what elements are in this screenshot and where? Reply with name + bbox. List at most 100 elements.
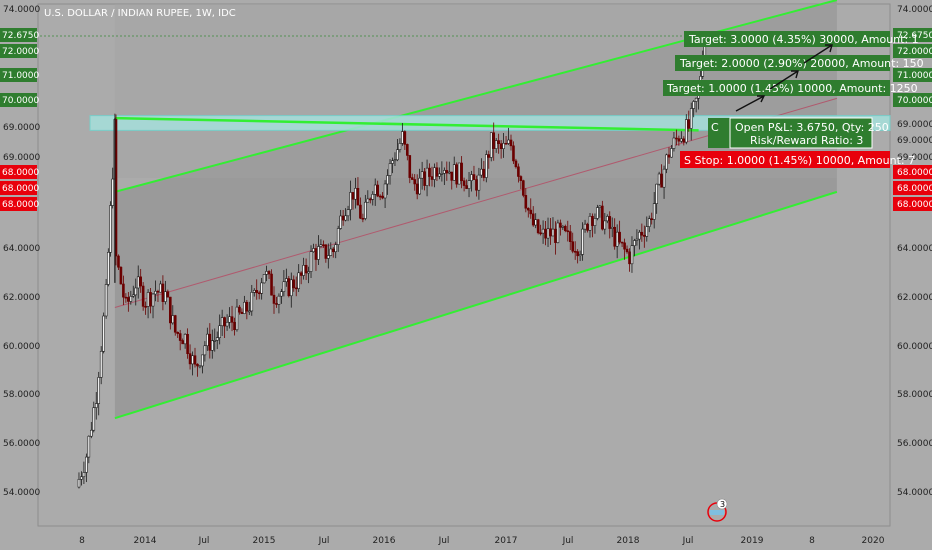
- candle: [556, 219, 560, 244]
- candle: [354, 177, 357, 209]
- candle: [109, 201, 112, 257]
- channel-lower-line[interactable]: [114, 190, 838, 420]
- candle: [670, 145, 673, 158]
- candle: [601, 200, 604, 231]
- svg-text:68.0000: 68.0000: [897, 200, 932, 210]
- svg-text:68.0000: 68.0000: [2, 168, 39, 178]
- candle: [314, 243, 318, 271]
- candle: [117, 254, 120, 270]
- candle: [430, 166, 434, 187]
- position-prefix: C: [711, 121, 719, 134]
- svg-text:72.0000: 72.0000: [897, 47, 932, 57]
- y-tick-left: 69.0000: [3, 153, 40, 163]
- x-tick: 2019: [741, 536, 764, 546]
- candle: [282, 270, 286, 297]
- alert-badge-count: 3: [720, 500, 725, 509]
- candle: [610, 217, 614, 238]
- candle: [151, 292, 155, 319]
- candle: [156, 289, 160, 302]
- candle: [220, 309, 224, 336]
- candle: [598, 204, 602, 218]
- stop-label[interactable]: S Stop: 1.0000 (1.45%) 10000, Amount: 7: [680, 151, 915, 168]
- candle: [159, 280, 162, 293]
- candle: [388, 159, 392, 185]
- candle: [640, 223, 644, 242]
- candle: [445, 161, 449, 181]
- candle: [512, 141, 515, 164]
- alert-badge-icon[interactable]: 3: [707, 498, 728, 522]
- candle: [605, 214, 609, 224]
- candle: [529, 198, 533, 219]
- y-axis-left[interactable]: 74.0000 69.0000 69.0000 64.0000 62.0000 60.00…: [3, 5, 40, 498]
- candle: [443, 167, 446, 186]
- svg-text:69.0000: 69.0000: [897, 153, 932, 163]
- candle: [129, 290, 133, 305]
- candle: [487, 150, 491, 169]
- candle: [307, 266, 310, 284]
- candle: [240, 308, 244, 314]
- candle: [302, 257, 305, 280]
- y-tick-left: 60.0000: [3, 342, 40, 352]
- candle: [376, 180, 379, 198]
- candle: [208, 323, 212, 359]
- candle: [576, 249, 579, 264]
- candle: [675, 129, 678, 146]
- candle: [225, 314, 229, 331]
- candle: [329, 242, 333, 257]
- candle: [692, 100, 695, 118]
- candle: [485, 150, 488, 183]
- candle: [447, 161, 451, 175]
- svg-text:71.0000: 71.0000: [897, 71, 932, 81]
- x-tick: 8: [79, 536, 85, 546]
- candle: [267, 270, 271, 280]
- price-tag-left: 72.6750: [0, 28, 39, 42]
- candle: [660, 164, 663, 188]
- candle: [492, 122, 496, 161]
- candle: [166, 289, 170, 298]
- chart-title: U.S. DOLLAR / INDIAN RUPEE, 1W, IDC: [44, 8, 236, 19]
- target-1-label[interactable]: Target: 1.0000 (1.45%) 10000, Amount: 12…: [663, 80, 918, 96]
- target-2-label[interactable]: Target: 2.0000 (2.90%) 20000, Amount: 15…: [675, 55, 924, 71]
- x-axis[interactable]: 8 2014 Jul 2015 Jul 2016 Jul 2017 Jul 2018 Jul 2019…: [79, 536, 885, 546]
- price-tags-right: 72.6750 72.0000 71.0000 70.0000 69.0000 69.00…: [893, 28, 932, 211]
- target-3-label[interactable]: Target: 3.0000 (4.35%) 30000, Amount: 1: [684, 31, 919, 47]
- candle: [171, 305, 175, 325]
- plot-frame: [37, 3, 891, 527]
- candle: [408, 155, 412, 184]
- candle: [80, 471, 83, 486]
- y-tick-left: 62.0000: [3, 293, 40, 303]
- candle: [625, 245, 629, 254]
- svg-text:68.0000: 68.0000: [897, 168, 932, 178]
- candle: [136, 265, 140, 299]
- candle: [423, 168, 426, 191]
- resistance-trendline[interactable]: [114, 116, 699, 132]
- candle: [689, 102, 693, 141]
- y-tick-left: 69.0000: [3, 123, 40, 133]
- candle: [183, 333, 187, 349]
- price-tag-right: 72.0000: [893, 44, 932, 58]
- candle: [401, 123, 404, 146]
- candle: [97, 371, 101, 416]
- candle: [539, 224, 542, 236]
- position-label[interactable]: C Open P&L: 3.6750, Qty: 250 Risk/Reward…: [708, 117, 889, 149]
- x-tick: 8: [809, 536, 815, 546]
- candle: [349, 180, 352, 221]
- candle: [440, 161, 444, 182]
- candle: [643, 225, 646, 248]
- y-axis-right[interactable]: 74.0000 64.0000 62.0000 60.0000 58.0000 56.00…: [897, 5, 932, 498]
- candle: [652, 192, 656, 229]
- x-tick: 2020: [862, 536, 885, 546]
- candle: [465, 179, 468, 189]
- price-tag-right: 68.0000: [893, 165, 932, 179]
- y-tick-left: 58.0000: [3, 390, 40, 400]
- svg-text:69.0000: 69.0000: [897, 136, 932, 146]
- candle: [489, 132, 493, 162]
- candle: [334, 241, 338, 259]
- price-tag-left: 71.0000: [0, 68, 39, 82]
- candle: [146, 289, 150, 319]
- price-tag-right: 70.0000: [893, 93, 932, 107]
- candle: [499, 140, 503, 159]
- price-tag-left: 72.0000: [0, 44, 39, 58]
- candle: [596, 204, 599, 221]
